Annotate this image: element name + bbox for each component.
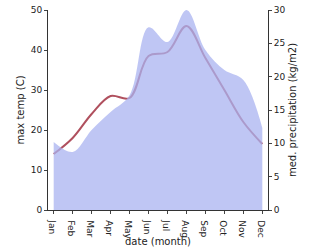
svg-text:30: 30 xyxy=(274,5,286,15)
svg-text:Jul: Jul xyxy=(161,219,171,231)
svg-text:30: 30 xyxy=(31,85,43,95)
svg-text:0: 0 xyxy=(36,205,42,215)
svg-text:Sep: Sep xyxy=(199,220,209,237)
svg-text:5: 5 xyxy=(274,172,280,182)
svg-text:15: 15 xyxy=(274,105,285,115)
svg-text:Jun: Jun xyxy=(142,219,152,234)
svg-text:Jan: Jan xyxy=(47,219,57,234)
svg-text:20: 20 xyxy=(31,125,43,135)
svg-text:Nov: Nov xyxy=(237,220,247,238)
svg-text:Oct: Oct xyxy=(218,220,228,236)
svg-text:40: 40 xyxy=(31,45,43,55)
svg-text:25: 25 xyxy=(274,38,285,48)
svg-text:10: 10 xyxy=(274,138,286,148)
svg-text:med. precipitation (kg/m2): med. precipitation (kg/m2) xyxy=(287,43,298,177)
svg-text:20: 20 xyxy=(274,72,286,82)
svg-text:50: 50 xyxy=(31,5,43,15)
svg-text:0: 0 xyxy=(274,205,280,215)
svg-text:Feb: Feb xyxy=(66,220,76,236)
svg-text:May: May xyxy=(123,220,133,239)
svg-text:Mar: Mar xyxy=(85,220,95,237)
svg-text:10: 10 xyxy=(31,165,43,175)
svg-text:Dec: Dec xyxy=(256,220,266,237)
svg-text:max temp (C): max temp (C) xyxy=(15,75,26,144)
svg-text:Aug: Aug xyxy=(180,220,190,238)
svg-text:Apr: Apr xyxy=(104,220,114,236)
svg-text:date (month): date (month) xyxy=(125,236,191,247)
